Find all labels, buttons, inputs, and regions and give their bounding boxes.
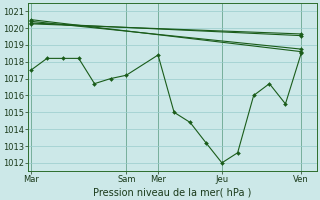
X-axis label: Pression niveau de la mer( hPa ): Pression niveau de la mer( hPa )	[93, 187, 252, 197]
